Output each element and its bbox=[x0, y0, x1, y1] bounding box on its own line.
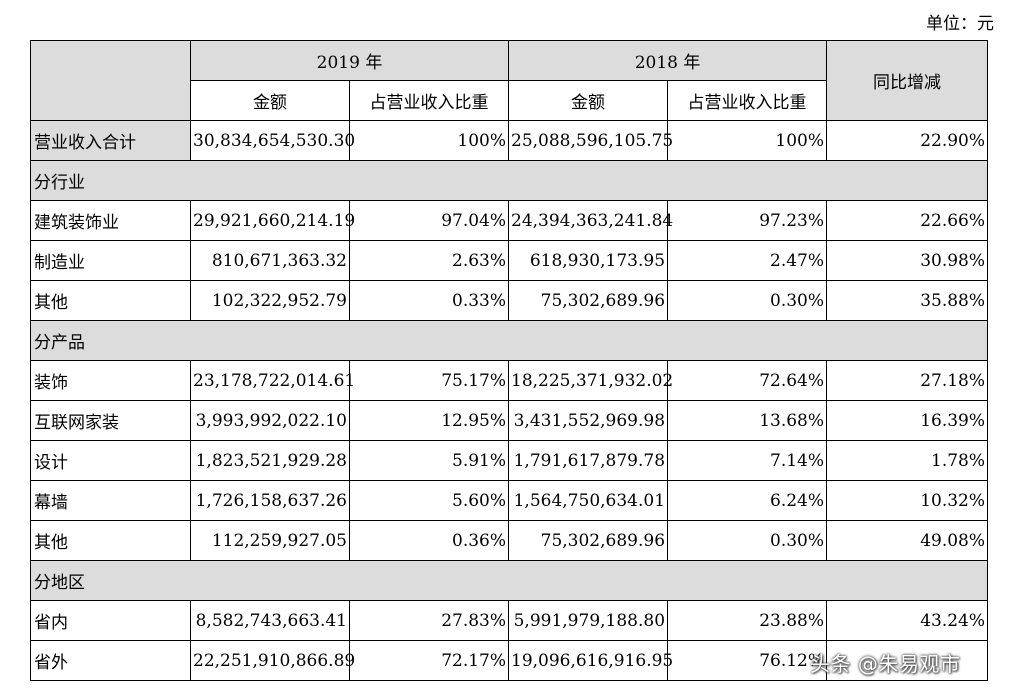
ratio-2019: 97.04% bbox=[348, 200, 510, 241]
unit-label: 单位：元 bbox=[926, 14, 994, 34]
amount-2019: 102,322,952.79 bbox=[190, 280, 350, 321]
amount-2018: 75,302,689.96 bbox=[508, 520, 669, 561]
ratio-2019: 12.95% bbox=[348, 400, 510, 441]
section-title: 分行业 bbox=[29, 160, 989, 201]
amount-2018: 1,791,617,879.78 bbox=[508, 440, 669, 481]
row-label: 建筑装饰业 bbox=[30, 200, 191, 241]
row-label: 其他 bbox=[30, 280, 191, 321]
table-row: 互联网家装 3,993,992,022.10 12.95% 3,431,552,… bbox=[30, 400, 989, 441]
row-label: 设计 bbox=[30, 440, 191, 481]
ratio-2018: 0.30% bbox=[667, 280, 828, 321]
header-ratio-2019: 占营业收入比重 bbox=[348, 80, 510, 121]
row-label: 互联网家装 bbox=[30, 400, 191, 441]
amount-2018: 1,564,750,634.01 bbox=[508, 480, 669, 521]
amount-2019: 1,823,521,929.28 bbox=[190, 440, 350, 481]
header-yoy: 同比增减 bbox=[826, 40, 989, 121]
yoy-change: 1.78% bbox=[826, 440, 989, 481]
amount-2018: 75,302,689.96 bbox=[508, 280, 669, 321]
ratio-2019: 5.91% bbox=[348, 440, 510, 481]
row-label: 装饰 bbox=[30, 360, 191, 401]
total-label: 营业收入合计 bbox=[30, 120, 191, 161]
amount-2019: 8,582,743,663.41 bbox=[190, 600, 350, 641]
header-ratio-2018: 占营业收入比重 bbox=[667, 80, 828, 121]
ratio-2019: 5.60% bbox=[348, 480, 510, 521]
header-amount-2018: 金额 bbox=[508, 80, 669, 121]
total-row: 营业收入合计 30,834,654,530.30 100% 25,088,596… bbox=[30, 120, 989, 161]
header-amount-2019: 金额 bbox=[190, 80, 350, 121]
amount-2018: 19,096,616,916.95 bbox=[508, 640, 673, 681]
total-ratio-2019: 100% bbox=[348, 120, 510, 161]
table-row: 其他 112,259,927.05 0.36% 75,302,689.96 0.… bbox=[30, 520, 989, 561]
table-row: 装饰 23,178,722,014.61 75.17% 18,225,371,9… bbox=[30, 360, 989, 401]
ratio-2018: 2.47% bbox=[667, 240, 828, 281]
row-label: 制造业 bbox=[30, 240, 191, 281]
yoy-change: 16.39% bbox=[826, 400, 989, 441]
amount-2018: 18,225,371,932.02 bbox=[508, 360, 673, 401]
table-row: 设计 1,823,521,929.28 5.91% 1,791,617,879.… bbox=[30, 440, 989, 481]
table-row: 省内 8,582,743,663.41 27.83% 5,991,979,188… bbox=[30, 600, 989, 641]
yoy-change: 22.66% bbox=[826, 200, 989, 241]
ratio-2018: 23.88% bbox=[667, 600, 828, 641]
section-header-industry: 分行业 bbox=[29, 160, 989, 201]
yoy-change: 10.32% bbox=[826, 480, 989, 521]
table-row: 建筑装饰业 29,921,660,214.19 97.04% 24,394,36… bbox=[30, 200, 989, 241]
ratio-2019: 27.83% bbox=[348, 600, 510, 641]
header-year-2018: 2018 年 bbox=[508, 40, 828, 81]
section-header-product: 分产品 bbox=[29, 320, 989, 361]
total-yoy: 22.90% bbox=[826, 120, 989, 161]
header-empty-cell bbox=[30, 40, 191, 121]
ratio-2018: 0.30% bbox=[667, 520, 828, 561]
total-amount-2018: 25,088,596,105.75 bbox=[508, 120, 673, 161]
ratio-2019: 0.36% bbox=[348, 520, 510, 561]
ratio-2018: 76.12% bbox=[667, 640, 828, 681]
amount-2019: 23,178,722,014.61 bbox=[190, 360, 355, 401]
row-label: 省外 bbox=[30, 640, 191, 681]
revenue-table: 2019 年 2018 年 同比增减 金额 占营业收入比重 金额 占营业收入比重… bbox=[29, 40, 989, 681]
amount-2018: 3,431,552,969.98 bbox=[508, 400, 669, 441]
yoy-change: 49.08% bbox=[826, 520, 989, 561]
amount-2018: 618,930,173.95 bbox=[508, 240, 669, 281]
ratio-2018: 97.23% bbox=[667, 200, 828, 241]
yoy-change: 35.88% bbox=[826, 280, 989, 321]
amount-2018: 5,991,979,188.80 bbox=[508, 600, 669, 641]
header-row-years: 2019 年 2018 年 同比增减 bbox=[30, 40, 989, 121]
yoy-change bbox=[826, 640, 989, 681]
section-title: 分地区 bbox=[29, 560, 989, 601]
yoy-change: 27.18% bbox=[826, 360, 989, 401]
row-label: 其他 bbox=[30, 520, 191, 561]
header-year-2019: 2019 年 bbox=[189, 40, 510, 81]
row-label: 省内 bbox=[30, 600, 191, 641]
ratio-2019: 75.17% bbox=[348, 360, 510, 401]
ratio-2019: 72.17% bbox=[348, 640, 510, 681]
amount-2019: 112,259,927.05 bbox=[190, 520, 350, 561]
total-ratio-2018: 100% bbox=[667, 120, 828, 161]
table-row: 制造业 810,671,363.32 2.63% 618,930,173.95 … bbox=[30, 240, 989, 281]
ratio-2018: 13.68% bbox=[667, 400, 828, 441]
header-row-columns: 金额 占营业收入比重 金额 占营业收入比重 bbox=[31, 80, 988, 121]
ratio-2019: 0.33% bbox=[348, 280, 510, 321]
table-row: 其他 102,322,952.79 0.33% 75,302,689.96 0.… bbox=[30, 280, 989, 321]
section-title: 分产品 bbox=[29, 320, 989, 361]
amount-2018: 24,394,363,241.84 bbox=[508, 200, 673, 241]
ratio-2018: 7.14% bbox=[667, 440, 828, 481]
total-amount-2019: 30,834,654,530.30 bbox=[190, 120, 355, 161]
amount-2019: 22,251,910,866.89 bbox=[190, 640, 355, 681]
amount-2019: 29,921,660,214.19 bbox=[190, 200, 355, 241]
amount-2019: 810,671,363.32 bbox=[190, 240, 350, 281]
ratio-2019: 2.63% bbox=[348, 240, 510, 281]
table-row: 幕墙 1,726,158,637.26 5.60% 1,564,750,634.… bbox=[30, 480, 989, 521]
row-label: 幕墙 bbox=[30, 480, 191, 521]
table-row: 省外 22,251,910,866.89 72.17% 19,096,616,9… bbox=[30, 640, 989, 681]
watermark-logo: 头条 @朱易观市 bbox=[810, 652, 961, 676]
section-header-region: 分地区 bbox=[29, 560, 989, 601]
ratio-2018: 72.64% bbox=[667, 360, 828, 401]
yoy-change: 43.24% bbox=[826, 600, 989, 641]
yoy-change: 30.98% bbox=[826, 240, 989, 281]
ratio-2018: 6.24% bbox=[667, 480, 828, 521]
amount-2019: 3,993,992,022.10 bbox=[190, 400, 350, 441]
amount-2019: 1,726,158,637.26 bbox=[190, 480, 350, 521]
